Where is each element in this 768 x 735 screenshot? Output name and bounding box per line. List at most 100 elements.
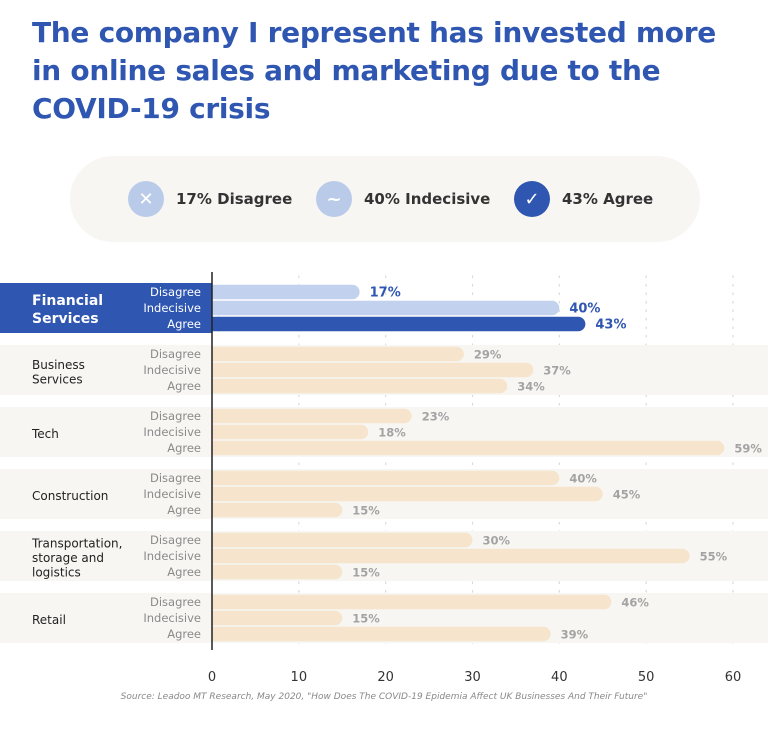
bar-transportation-storage-and-logistics-indecisive <box>212 548 690 564</box>
row-label-indecisive: Indecisive <box>143 363 201 377</box>
bar-business-services-disagree <box>212 346 464 362</box>
value-label-transportation-storage-and-logistics-agree: 15% <box>352 566 380 580</box>
bar-business-services-agree <box>212 378 508 394</box>
bar-tech-agree <box>212 440 725 456</box>
x-tick-label: 10 <box>291 670 308 685</box>
row-label-disagree: Disagree <box>150 595 201 609</box>
value-label-transportation-storage-and-logistics-disagree: 30% <box>483 534 511 548</box>
bar-tech-disagree <box>212 408 412 424</box>
bar-cap-financial-services-agree <box>212 316 220 332</box>
value-label-construction-indecisive: 45% <box>613 488 641 502</box>
row-label-agree: Agree <box>167 503 201 517</box>
bar-cap-retail-disagree <box>212 594 220 610</box>
row-label-agree: Agree <box>167 565 201 579</box>
bar-cap-construction-agree <box>212 502 220 518</box>
value-label-business-services-agree: 34% <box>517 380 545 394</box>
value-label-tech-disagree: 23% <box>422 410 450 424</box>
group-label-business-services: Services <box>32 372 83 386</box>
legend-item-disagree: ✕ 17% Disagree <box>128 180 292 218</box>
x-tick-label: 60 <box>725 670 742 685</box>
legend-item-indecisive: ~ 40% Indecisive <box>316 180 490 218</box>
legend-label-disagree: 17% Disagree <box>176 190 293 208</box>
row-label-indecisive: Indecisive <box>143 549 201 563</box>
bar-cap-tech-agree <box>212 440 220 456</box>
bar-cap-tech-disagree <box>212 408 220 424</box>
chart-title: The company I represent has invested mor… <box>32 16 716 125</box>
bar-financial-services-indecisive <box>212 300 560 316</box>
row-label-disagree: Disagree <box>150 471 201 485</box>
tilde-icon: ~ <box>316 181 352 217</box>
value-label-financial-services-indecisive: 40% <box>569 302 600 317</box>
row-label-disagree: Disagree <box>150 285 201 299</box>
legend-item-agree: ✓ 43% Agree <box>514 180 653 218</box>
row-label-indecisive: Indecisive <box>143 425 201 439</box>
value-label-retail-indecisive: 15% <box>352 612 380 626</box>
bar-retail-indecisive <box>212 610 343 626</box>
group-label-financial-services: Financial <box>32 293 103 309</box>
group-label-retail: Retail <box>32 613 66 627</box>
bar-chart: Financial Services Disagree 17% Indecisive 40… <box>0 272 768 685</box>
legend-label-agree: 43% Agree <box>562 190 654 208</box>
bar-cap-transportation-storage-and-logistics-agree <box>212 564 220 580</box>
row-label-disagree: Disagree <box>150 409 201 423</box>
value-label-tech-agree: 59% <box>734 442 762 456</box>
bar-transportation-storage-and-logistics-disagree <box>212 532 473 548</box>
group-label-transportation-storage-and-logistics: logistics <box>32 566 81 580</box>
legend: ✕ 17% Disagree ~ 40% Indecisive ✓ 43% Ag… <box>70 156 700 242</box>
bar-financial-services-agree <box>212 316 586 332</box>
value-label-construction-disagree: 40% <box>569 472 597 486</box>
bar-cap-construction-disagree <box>212 470 220 486</box>
bar-business-services-indecisive <box>212 362 534 378</box>
row-label-disagree: Disagree <box>150 533 201 547</box>
bar-retail-disagree <box>212 594 612 610</box>
group-label-transportation-storage-and-logistics: Transportation, <box>31 537 122 551</box>
group-highlight-financial-services <box>0 283 212 333</box>
legend-label-indecisive: 40% Indecisive <box>364 190 491 208</box>
row-label-agree: Agree <box>167 627 201 641</box>
bar-cap-construction-indecisive <box>212 486 220 502</box>
value-label-business-services-indecisive: 37% <box>543 364 571 378</box>
bar-cap-business-services-indecisive <box>212 362 220 378</box>
group-label-tech: Tech <box>31 427 59 441</box>
bar-cap-retail-agree <box>212 626 220 642</box>
group-label-construction: Construction <box>32 489 108 503</box>
bar-cap-financial-services-disagree <box>212 284 220 300</box>
bar-cap-retail-indecisive <box>212 610 220 626</box>
bar-cap-tech-indecisive <box>212 424 220 440</box>
bar-tech-indecisive <box>212 424 369 440</box>
check-icon: ✓ <box>514 181 550 217</box>
row-label-agree: Agree <box>167 379 201 393</box>
group-label-financial-services: Services <box>32 311 99 327</box>
value-label-transportation-storage-and-logistics-indecisive: 55% <box>700 550 728 564</box>
bar-construction-indecisive <box>212 486 603 502</box>
row-label-indecisive: Indecisive <box>143 487 201 501</box>
bar-financial-services-disagree <box>212 284 360 300</box>
bar-cap-business-services-disagree <box>212 346 220 362</box>
value-label-business-services-disagree: 29% <box>474 348 502 362</box>
bar-cap-financial-services-indecisive <box>212 300 220 316</box>
value-label-retail-agree: 39% <box>561 628 589 642</box>
x-tick-label: 30 <box>464 670 481 685</box>
row-label-indecisive: Indecisive <box>143 611 201 625</box>
bar-retail-agree <box>212 626 551 642</box>
source-note: Source: Leadoo MT Research, May 2020, "H… <box>120 692 648 702</box>
value-label-tech-indecisive: 18% <box>378 426 406 440</box>
x-tick-label: 0 <box>208 670 216 685</box>
bar-construction-disagree <box>212 470 560 486</box>
x-tick-label: 20 <box>377 670 394 685</box>
bar-cap-transportation-storage-and-logistics-disagree <box>212 532 220 548</box>
x-tick-label: 50 <box>638 670 655 685</box>
group-label-transportation-storage-and-logistics: storage and <box>32 551 104 565</box>
row-label-agree: Agree <box>167 317 201 331</box>
bar-cap-transportation-storage-and-logistics-indecisive <box>212 548 220 564</box>
bar-cap-business-services-agree <box>212 378 220 394</box>
bar-transportation-storage-and-logistics-agree <box>212 564 343 580</box>
group-label-business-services: Business <box>32 358 85 372</box>
value-label-construction-agree: 15% <box>352 504 380 518</box>
x-icon: ✕ <box>128 181 164 217</box>
row-label-indecisive: Indecisive <box>143 301 201 315</box>
bar-construction-agree <box>212 502 343 518</box>
value-label-retail-disagree: 46% <box>621 596 649 610</box>
row-label-agree: Agree <box>167 441 201 455</box>
x-tick-label: 40 <box>551 670 568 685</box>
